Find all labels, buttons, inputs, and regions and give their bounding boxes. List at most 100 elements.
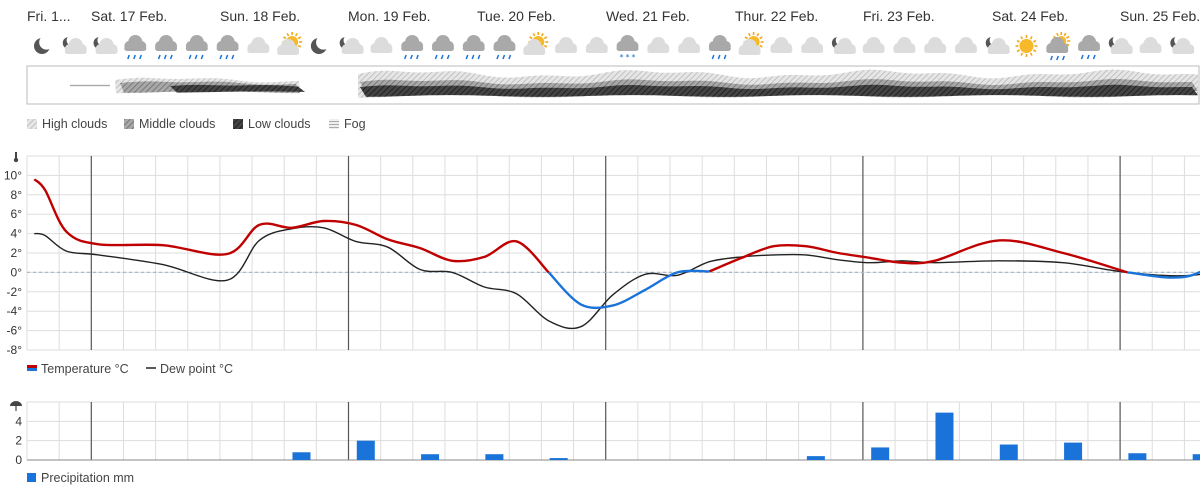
day-labels: Fri. 1... Sat. 17 Feb. Sun. 18 Feb. Mon. 19… bbox=[27, 8, 1200, 24]
temperature-line bbox=[33, 178, 1200, 310]
precipitation-legend-swatch bbox=[27, 473, 36, 482]
low-clouds-shape bbox=[170, 84, 305, 93]
svg-text:*: * bbox=[626, 53, 630, 62]
y-tick-label: 10° bbox=[4, 168, 22, 182]
temperature-chart: 10° 8° 6° 4° 2° 0° -2° -4° -6° -8° bbox=[4, 152, 1200, 357]
cloud-icon bbox=[1139, 37, 1162, 53]
cloud-icon bbox=[555, 37, 578, 53]
precipitation-legend: Precipitation mm bbox=[27, 471, 134, 485]
rain-cloud-icon bbox=[155, 35, 178, 60]
precipitation-bar bbox=[1192, 454, 1200, 460]
rain-cloud-icon bbox=[708, 35, 731, 60]
temperature-line-above-zero bbox=[33, 178, 550, 274]
temperature-line-below-zero bbox=[1127, 270, 1200, 279]
precipitation-bar bbox=[292, 452, 311, 460]
sun-icon bbox=[1015, 35, 1038, 57]
low-clouds-shape bbox=[360, 84, 1198, 97]
moon-cloud-icon bbox=[93, 34, 118, 54]
temperature-legend-swatch-warm bbox=[27, 365, 37, 368]
cloud-legend-swatch bbox=[233, 119, 243, 129]
snow-cloud-icon: * * * bbox=[616, 35, 639, 62]
rain-cloud-icon bbox=[1078, 35, 1101, 60]
svg-text:*: * bbox=[632, 53, 636, 62]
cloud-legend-swatch bbox=[124, 119, 134, 129]
precipitation-chart: 4 2 0 bbox=[10, 401, 1200, 467]
rain-cloud-icon bbox=[185, 35, 208, 60]
precipitation-legend-label: Precipitation mm bbox=[41, 471, 134, 485]
precipitation-bar bbox=[999, 444, 1018, 460]
dew-point-line bbox=[34, 225, 1200, 330]
cloud-icon bbox=[678, 37, 701, 53]
y-tick-label: 0 bbox=[15, 453, 22, 467]
cloud-legend-swatch bbox=[329, 119, 339, 129]
rain-cloud-icon bbox=[462, 35, 485, 60]
y-tick-label: 2 bbox=[15, 434, 22, 448]
sun-cloud-icon bbox=[277, 32, 303, 55]
fog-shape bbox=[70, 84, 110, 87]
day-label: Tue. 20 Feb. bbox=[477, 8, 556, 24]
moon-cloud-icon bbox=[1108, 34, 1133, 54]
cloud-legend: High clouds Middle clouds Low clouds Fog bbox=[27, 117, 366, 131]
day-label: Sat. 24 Feb. bbox=[992, 8, 1068, 24]
precipitation-bars bbox=[292, 412, 1200, 460]
precipitation-bar bbox=[806, 456, 825, 460]
precipitation-bar bbox=[549, 458, 568, 460]
temperature-line-above-zero bbox=[708, 239, 1128, 274]
cloud-icon bbox=[924, 37, 947, 53]
thermometer-icon bbox=[13, 152, 19, 163]
day-label: Sun. 18 Feb. bbox=[220, 8, 300, 24]
precipitation-bar bbox=[356, 440, 375, 460]
cloud-icon bbox=[247, 37, 270, 53]
cloud-icon bbox=[770, 37, 793, 53]
y-tick-label: -8° bbox=[7, 343, 23, 357]
cloud-icon bbox=[862, 37, 885, 53]
temperature-legend-label: Temperature °C bbox=[41, 362, 129, 376]
moon-cloud-icon bbox=[831, 34, 856, 54]
svg-text:*: * bbox=[620, 53, 624, 62]
temperature-grid bbox=[26, 155, 1200, 351]
cloud-icon bbox=[954, 37, 977, 53]
moon-icon bbox=[310, 35, 331, 54]
precipitation-y-ticks: 4 2 0 bbox=[15, 414, 22, 467]
day-label: Sat. 17 Feb. bbox=[91, 8, 167, 24]
cloud-legend-label: Fog bbox=[344, 117, 366, 131]
day-label: Mon. 19 Feb. bbox=[348, 8, 431, 24]
cloud-legend-label: Middle clouds bbox=[139, 117, 215, 131]
y-tick-label: 4 bbox=[15, 414, 22, 428]
cloud-icon bbox=[370, 37, 393, 53]
weather-icons-row: * * * bbox=[34, 32, 1195, 62]
y-tick-label: 4° bbox=[11, 227, 23, 241]
moon-cloud-icon bbox=[339, 34, 364, 54]
cloud-layers bbox=[70, 69, 1198, 98]
cloud-icon bbox=[647, 37, 670, 53]
cloud-legend-swatch bbox=[27, 119, 37, 129]
day-label: Sun. 25 Feb. bbox=[1120, 8, 1200, 24]
day-label: Fri. 23 Feb. bbox=[863, 8, 935, 24]
rain-cloud-icon bbox=[216, 35, 239, 60]
cloud-icon bbox=[893, 37, 916, 53]
sun-rain-icon bbox=[1046, 32, 1071, 61]
cloud-cover-band bbox=[26, 65, 1200, 105]
y-tick-label: -2° bbox=[7, 285, 23, 299]
precipitation-bar bbox=[421, 454, 440, 460]
temperature-y-ticks: 10° 8° 6° 4° 2° 0° -2° -4° -6° -8° bbox=[4, 168, 22, 357]
dew-point-legend-label: Dew point °C bbox=[160, 362, 233, 376]
y-tick-label: -4° bbox=[7, 304, 23, 318]
rain-cloud-icon bbox=[493, 35, 516, 60]
y-tick-label: -6° bbox=[7, 324, 23, 338]
y-tick-label: 2° bbox=[11, 246, 23, 260]
temperature-legend-swatch-cold bbox=[27, 368, 37, 371]
day-label: Thur. 22 Feb. bbox=[735, 8, 818, 24]
rain-cloud-icon bbox=[401, 35, 424, 60]
precipitation-bar bbox=[1128, 453, 1147, 460]
moon-icon bbox=[34, 35, 54, 54]
day-label: Wed. 21 Feb. bbox=[606, 8, 690, 24]
temperature-legend: Temperature °C Dew point °C bbox=[27, 362, 233, 376]
y-tick-label: 6° bbox=[11, 207, 23, 221]
cloud-legend-label: Low clouds bbox=[248, 117, 311, 131]
sun-cloud-icon bbox=[738, 32, 764, 55]
day-label: Fri. 1... bbox=[27, 8, 71, 24]
precipitation-bar bbox=[935, 412, 954, 460]
umbrella-icon bbox=[10, 401, 22, 411]
